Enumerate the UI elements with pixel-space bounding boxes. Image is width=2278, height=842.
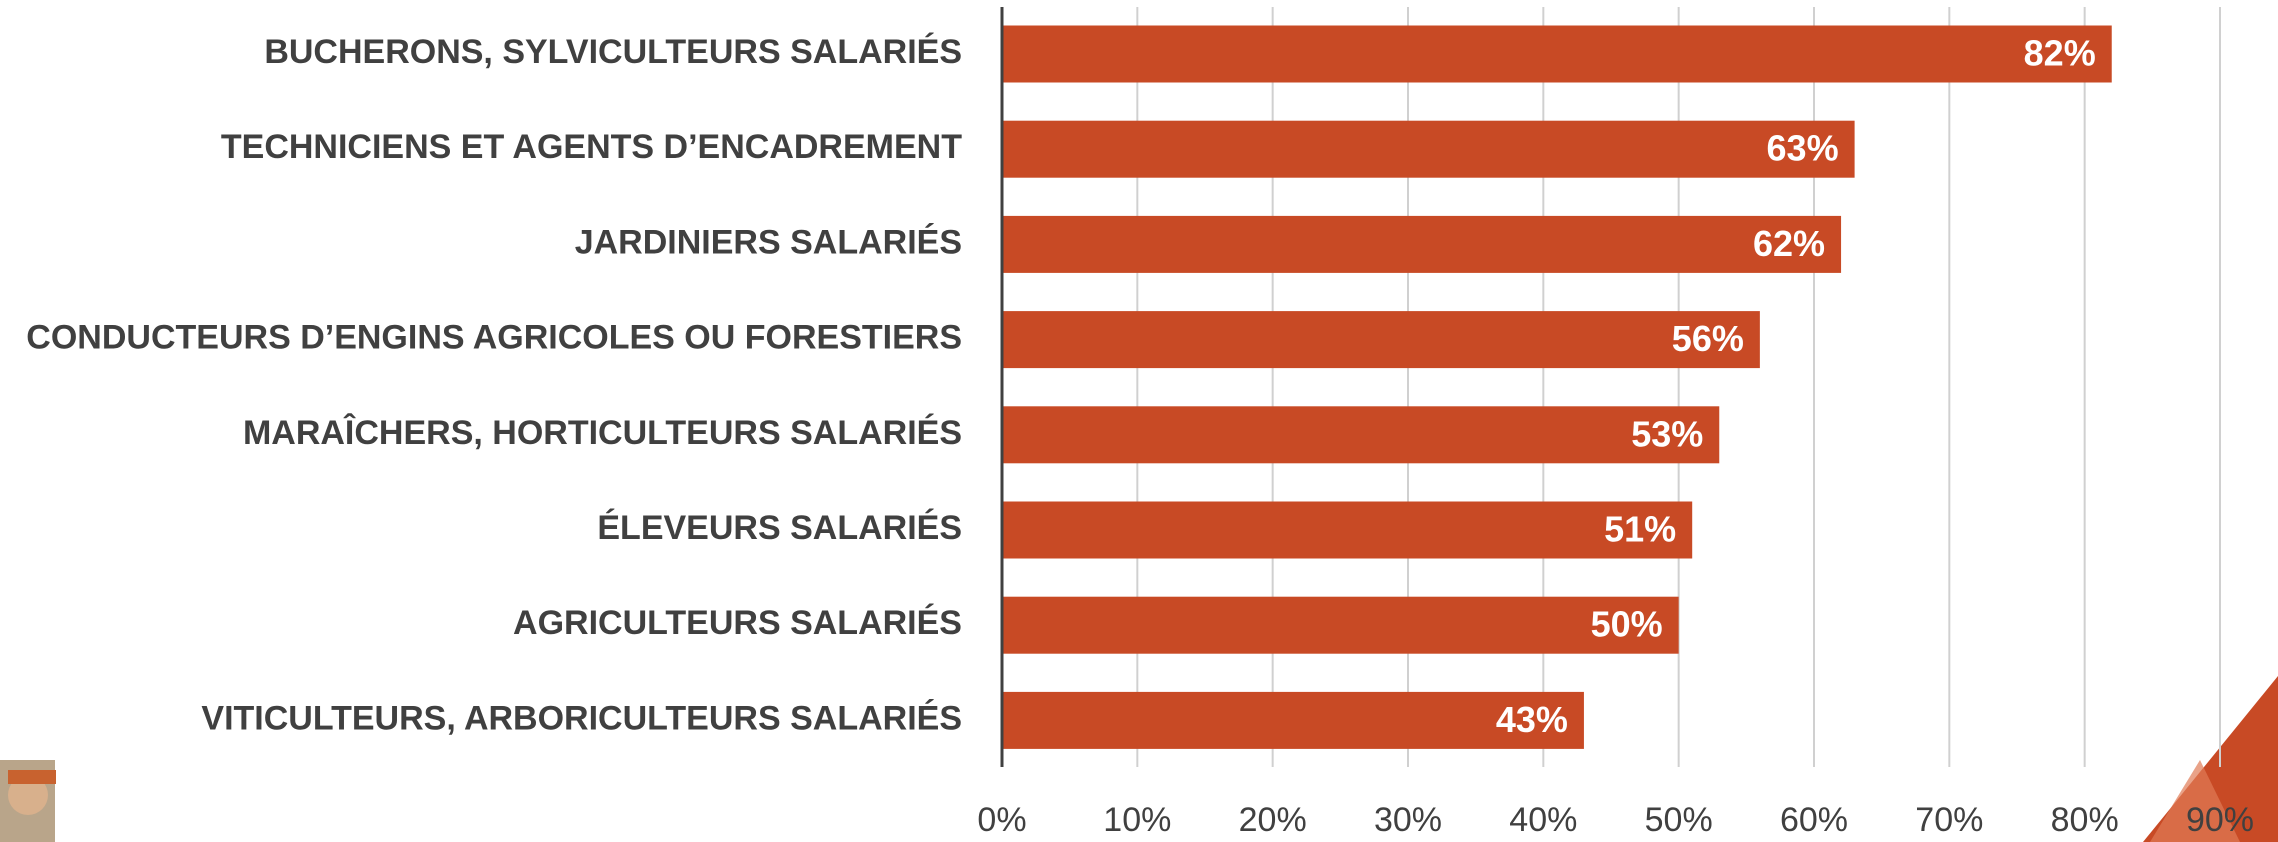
value-label: 53% xyxy=(1631,413,1703,454)
x-tick-label: 30% xyxy=(1374,801,1442,839)
x-tick-label: 60% xyxy=(1780,801,1848,839)
x-tick-label: 50% xyxy=(1645,801,1713,839)
category-label: CONDUCTEURS D’ENGINS AGRICOLES OU FOREST… xyxy=(26,319,962,357)
bar xyxy=(1002,120,1855,178)
value-label: 56% xyxy=(1672,318,1744,359)
bar xyxy=(1002,215,1842,273)
bar xyxy=(1002,406,1720,464)
bar xyxy=(1002,311,1760,369)
bar xyxy=(1002,691,1584,749)
category-label: JARDINIERS SALARIÉS xyxy=(575,223,962,261)
x-tick-label: 40% xyxy=(1509,801,1577,839)
value-label: 51% xyxy=(1604,509,1676,550)
bar xyxy=(1002,25,2112,83)
value-label: 43% xyxy=(1496,699,1568,740)
x-tick-label: 70% xyxy=(1915,801,1983,839)
category-label: VITICULTEURS, ARBORICULTEURS SALARIÉS xyxy=(201,699,962,737)
bar xyxy=(1002,501,1693,559)
category-label: TECHNICIENS ET AGENTS D’ENCADREMENT xyxy=(221,128,962,166)
value-label: 62% xyxy=(1753,223,1825,264)
category-label: MARAÎCHERS, HORTICULTEURS SALARIÉS xyxy=(243,414,962,452)
value-label: 82% xyxy=(2024,33,2096,74)
x-tick-label: 80% xyxy=(2051,801,2119,839)
value-label: 63% xyxy=(1767,128,1839,169)
x-tick-label: 10% xyxy=(1103,801,1171,839)
x-tick-label: 20% xyxy=(1239,801,1307,839)
x-tick-label: 0% xyxy=(977,801,1026,839)
category-label: BUCHERONS, SYLVICULTEURS SALARIÉS xyxy=(264,33,962,71)
bar xyxy=(1002,596,1679,654)
photo-icon xyxy=(0,760,56,842)
category-label: AGRICULTEURS SALARIÉS xyxy=(513,604,962,642)
decor-triangle-light xyxy=(2150,760,2240,842)
category-label: ÉLEVEURS SALARIÉS xyxy=(597,509,962,547)
x-tick-label: 90% xyxy=(2186,801,2254,839)
value-label: 50% xyxy=(1591,604,1663,645)
